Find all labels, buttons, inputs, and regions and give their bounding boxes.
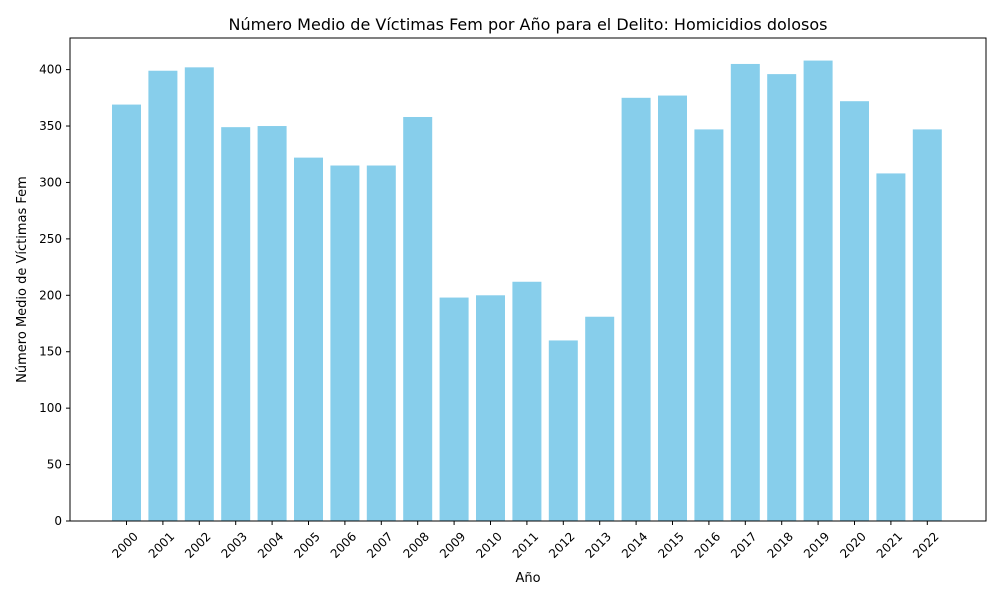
- x-tick-label: 2013: [583, 529, 614, 560]
- y-axis-label: Número Medio de Víctimas Fem: [15, 176, 30, 383]
- bar-2014: [621, 97, 651, 522]
- bar-2006: [330, 165, 360, 521]
- x-tick-label: 2005: [291, 529, 322, 560]
- bar-2021: [876, 173, 906, 521]
- y-tick-label: 150: [39, 345, 62, 359]
- bar-2011: [512, 281, 542, 521]
- x-tick-label: 2002: [182, 529, 213, 560]
- bar-2007: [366, 165, 396, 521]
- x-tick-label: 2003: [219, 529, 250, 560]
- bars: [112, 60, 942, 522]
- x-tick-label: 2010: [473, 529, 504, 560]
- x-tick-label: 2008: [401, 529, 432, 560]
- bar-2020: [840, 101, 869, 521]
- bar-2010: [476, 295, 505, 521]
- x-tick-label: 2001: [146, 529, 177, 560]
- x-tick-label: 2004: [255, 529, 286, 560]
- bar-2019: [803, 60, 833, 521]
- bar-2012: [548, 340, 578, 521]
- bar-2016: [694, 129, 724, 521]
- x-tick-label: 2014: [619, 529, 650, 560]
- plot-frame: [69, 37, 987, 522]
- x-tick-label: 2021: [874, 529, 905, 560]
- y-tick-label: 300: [39, 175, 62, 189]
- bar-2022: [912, 129, 942, 521]
- y-tick-label: 400: [39, 63, 62, 77]
- y-tick-label: 250: [39, 232, 62, 246]
- bar-2008: [403, 116, 433, 521]
- bar-2018: [767, 74, 797, 521]
- chart-title: Número Medio de Víctimas Fem por Año par…: [229, 15, 828, 34]
- y-tick-label: 100: [39, 401, 62, 415]
- y-tick-label: 350: [39, 119, 62, 133]
- y-tick-label: 200: [39, 288, 62, 302]
- y-tick-label: 0: [54, 514, 62, 528]
- x-tick-label: 2006: [328, 529, 359, 560]
- x-tick-label: 2018: [765, 529, 796, 560]
- x-tick-label: 2012: [546, 529, 577, 560]
- x-tick-label: 2011: [510, 529, 541, 560]
- bar-2003: [221, 127, 251, 522]
- x-tick-label: 2022: [910, 529, 941, 560]
- bar-2017: [730, 63, 760, 522]
- x-tick-label: 2015: [655, 529, 686, 560]
- x-tick-label: 2019: [801, 529, 832, 560]
- x-tick-label: 2000: [109, 529, 140, 560]
- x-tick-label: 2007: [364, 529, 395, 560]
- bar-2013: [585, 316, 615, 521]
- y-axis: 0 50 100 150 200 250 300 350 400: [39, 63, 70, 528]
- y-tick-label: 50: [47, 458, 62, 472]
- bar-2015: [658, 95, 687, 521]
- bar-2005: [294, 157, 323, 521]
- x-tick-label: 2009: [437, 529, 468, 560]
- x-tick-label: 2016: [692, 529, 723, 560]
- x-axis: 2000 2001 2002 2003 2004 2005 2006 2007 2008 2009…: [109, 521, 942, 561]
- bar-2004: [257, 126, 287, 521]
- bar-2001: [148, 70, 178, 522]
- bar-2000: [112, 104, 141, 521]
- bar-2002: [184, 67, 214, 521]
- x-tick-label: 2020: [837, 529, 868, 560]
- x-tick-label: 2017: [728, 529, 759, 560]
- x-axis-label: Año: [515, 571, 540, 586]
- bar-2009: [439, 297, 469, 521]
